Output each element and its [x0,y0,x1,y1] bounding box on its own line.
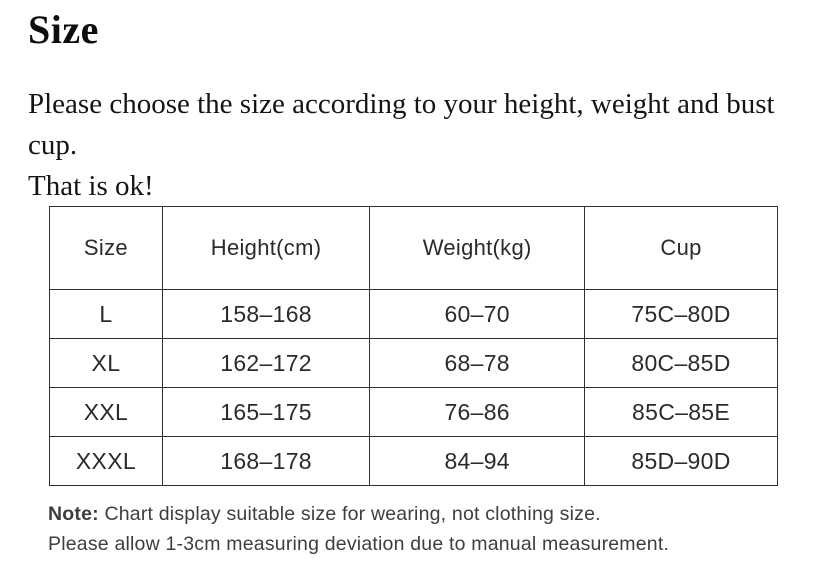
column-header-weight: Weight(kg) [369,206,586,290]
column-header-size: Size [49,206,163,290]
cell-height: 168–178 [161,436,371,486]
cell-cup: 80C–85D [584,338,778,388]
cell-size: XL [49,338,163,388]
cell-size: L [49,289,163,339]
intro-line-2: That is ok! [28,170,154,202]
intro-line-1: Please choose the size according to your… [28,88,775,161]
cell-weight: 76–86 [369,387,586,437]
cell-weight: 68–78 [369,338,586,388]
note-label: Note: [48,503,99,525]
cell-weight: 84–94 [369,436,586,486]
cell-height: 165–175 [161,387,371,437]
column-header-cup: Cup [584,206,778,290]
table-row: XXL 165–175 76–86 85C–85E [49,387,778,437]
cell-height: 162–172 [161,338,371,388]
note-line-2: Please allow 1-3cm measuring deviation d… [48,533,670,555]
note-line-1: Chart display suitable size for wearing,… [104,503,601,525]
intro-text: Please choose the size according to your… [28,84,828,207]
cell-cup: 75C–80D [584,289,778,339]
cell-cup: 85C–85E [584,387,778,437]
cell-size: XXL [49,387,163,437]
table-row: XL 162–172 68–78 80C–85D [49,338,778,388]
note-text: Note: Chart display suitable size for we… [48,499,669,559]
size-chart-table: Size Height(cm) Weight(kg) Cup L 158–168… [49,206,778,486]
table-row: XXXL 168–178 84–94 85D–90D [49,436,778,486]
column-header-height: Height(cm) [161,206,371,290]
cell-size: XXXL [49,436,163,486]
table-header-row: Size Height(cm) Weight(kg) Cup [49,206,778,290]
cell-weight: 60–70 [369,289,586,339]
table-row: L 158–168 60–70 75C–80D [49,289,778,339]
page-title: Size [28,7,99,52]
cell-cup: 85D–90D [584,436,778,486]
cell-height: 158–168 [161,289,371,339]
